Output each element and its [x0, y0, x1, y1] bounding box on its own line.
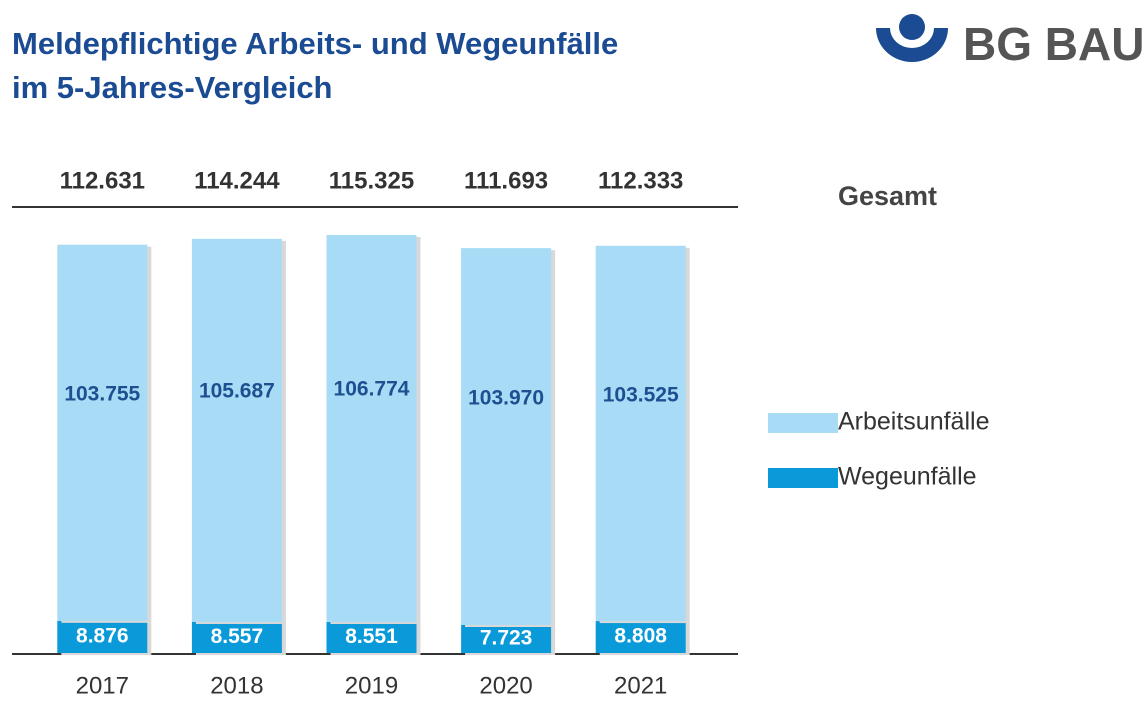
- bar-segment: [57, 620, 148, 653]
- total-label: 115.325: [329, 167, 414, 194]
- value-label: 8.551: [345, 625, 398, 648]
- logo-dot: [899, 14, 925, 40]
- x-tick-label: 2017: [76, 672, 129, 699]
- total-label: 114.244: [194, 167, 280, 194]
- value-label: 103.970: [468, 386, 544, 409]
- x-tick-label: 2018: [210, 672, 263, 699]
- value-label: 8.876: [76, 624, 129, 647]
- total-label: 111.693: [464, 167, 548, 194]
- chart-title: Meldepflichtige Arbeits- und Wegeunfälle: [12, 26, 618, 61]
- x-tick-label: 2020: [479, 672, 532, 699]
- x-tick-label: 2019: [345, 672, 398, 699]
- bar-segment: [461, 248, 552, 626]
- bar-segment: [595, 245, 686, 622]
- value-label: 103.755: [64, 383, 140, 406]
- legend-swatch: [768, 468, 838, 488]
- total-label: 112.631: [60, 167, 145, 194]
- x-tick-label: 2021: [614, 672, 667, 699]
- bar-segment: [595, 621, 686, 653]
- value-label: 105.687: [199, 380, 275, 403]
- chart-title: im 5-Jahres-Vergleich: [12, 70, 333, 105]
- bar-segment: [326, 622, 417, 653]
- value-label: 103.525: [603, 383, 679, 406]
- value-label: 106.774: [334, 377, 410, 400]
- totals-heading: Gesamt: [838, 181, 937, 211]
- bar-segment: [57, 244, 148, 621]
- bar-segment: [191, 621, 282, 653]
- bar-segment: [326, 234, 417, 623]
- total-label: 112.333: [598, 167, 683, 194]
- value-label: 8.557: [211, 625, 264, 648]
- bar-segment: [191, 238, 282, 622]
- legend-swatch: [768, 413, 838, 433]
- legend-label: Arbeitsunfälle: [838, 408, 989, 436]
- logo-text: BG BAU: [963, 18, 1144, 70]
- logo-icon: [876, 14, 948, 62]
- value-label: 7.723: [480, 627, 533, 650]
- legend-label: Wegeunfälle: [838, 463, 977, 491]
- value-label: 8.808: [614, 625, 667, 648]
- logo-bowl: [876, 28, 948, 62]
- bar-segment: [461, 625, 552, 653]
